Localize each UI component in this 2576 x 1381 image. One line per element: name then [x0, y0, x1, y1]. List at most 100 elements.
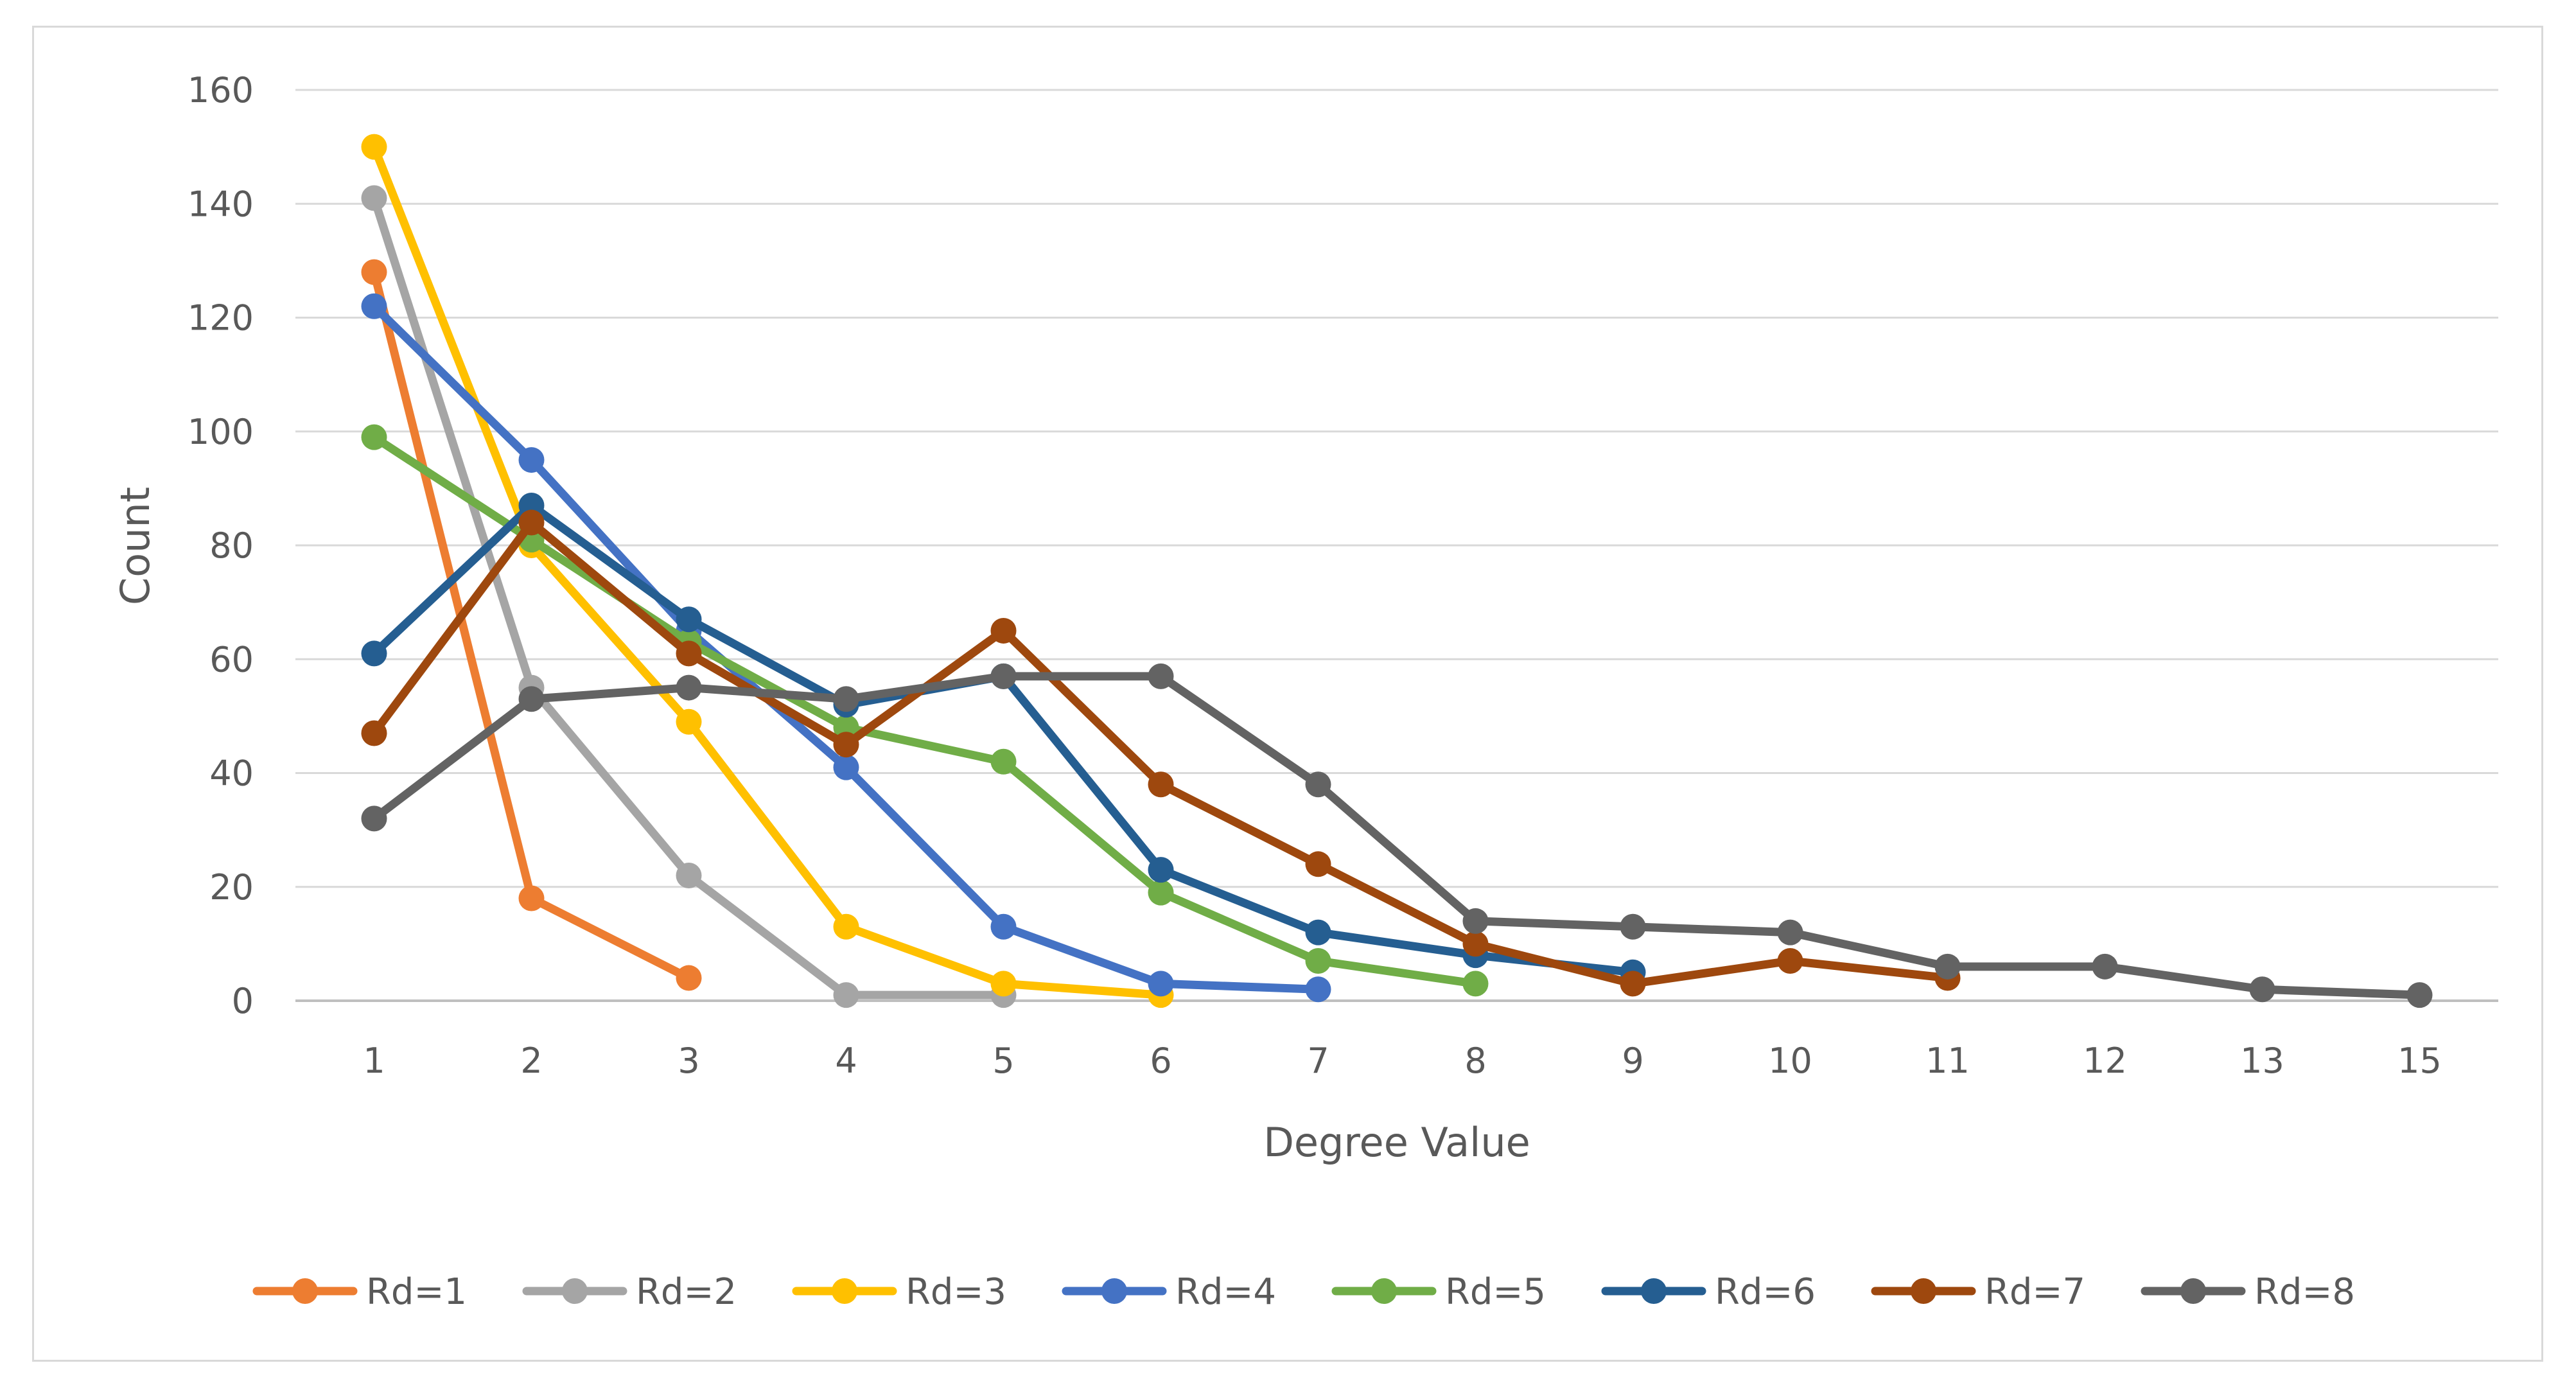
data-point	[2249, 976, 2275, 1003]
legend: Rd=1 Rd=2 Rd=3 Rd=4 Rd=5 Rd=6 Rd=7 Rd=8	[252, 1271, 2355, 1313]
series-rd-4	[361, 293, 1331, 1003]
legend-label: Rd=4	[1175, 1271, 1276, 1313]
data-point	[361, 134, 387, 160]
legend-label: Rd=3	[906, 1271, 1006, 1313]
data-point	[518, 447, 545, 473]
legend-swatch-marker	[832, 1278, 857, 1304]
data-point	[990, 971, 1017, 997]
data-point	[361, 185, 387, 211]
data-point	[1305, 919, 1331, 946]
data-point	[361, 805, 387, 832]
legend-swatch-marker	[562, 1278, 588, 1304]
x-tick-label: 4	[835, 1041, 857, 1081]
series-line	[370, 268, 693, 983]
x-tick-label: 2	[520, 1041, 542, 1081]
legend-swatch-marker	[292, 1278, 318, 1304]
x-axis-title: Degree Value	[1263, 1119, 1530, 1166]
x-tick-label: 1	[363, 1041, 385, 1081]
data-point	[833, 913, 859, 940]
series-rd-3	[361, 134, 1174, 1008]
data-point	[1148, 771, 1174, 798]
data-point	[676, 708, 702, 735]
y-tick-label: 140	[188, 184, 254, 224]
data-point	[990, 748, 1017, 775]
data-point	[1305, 851, 1331, 877]
x-tick-label: 13	[2240, 1041, 2284, 1081]
x-tick-label: 6	[1150, 1041, 1171, 1081]
data-point	[1305, 976, 1331, 1003]
y-tick-label: 120	[188, 298, 254, 339]
x-tick-label: 9	[1622, 1041, 1643, 1081]
x-tick-label: 7	[1307, 1041, 1329, 1081]
data-point	[361, 424, 387, 450]
legend-item: Rd=3	[792, 1271, 1006, 1313]
x-axis-ticks: 1 2 3 4 5 6 7 8 9 10 11 12 13 15	[363, 1041, 2442, 1081]
data-point	[1620, 913, 1646, 940]
series-line	[370, 672, 2424, 999]
legend-label: Rd=8	[2254, 1271, 2355, 1313]
legend-item: Rd=8	[2141, 1271, 2355, 1313]
legend-swatch-marker	[1911, 1278, 1936, 1304]
data-point	[518, 885, 545, 911]
y-tick-label: 100	[188, 412, 254, 452]
data-point	[833, 686, 859, 712]
data-point	[833, 754, 859, 780]
data-point	[1305, 947, 1331, 974]
series-line	[370, 518, 1952, 988]
gridlines	[295, 89, 2498, 1002]
x-tick-label: 3	[678, 1041, 699, 1081]
data-point	[676, 640, 702, 667]
series-rd-7	[361, 509, 1961, 997]
data-point	[361, 293, 387, 319]
data-point	[1148, 857, 1174, 883]
legend-item: Rd=1	[252, 1271, 467, 1313]
legend-label: Rd=2	[636, 1271, 737, 1313]
data-point	[833, 732, 859, 758]
legend-label: Rd=1	[366, 1271, 467, 1313]
data-point	[1305, 771, 1331, 798]
x-tick-label: 15	[2397, 1041, 2442, 1081]
data-point	[676, 606, 702, 633]
data-point	[2092, 953, 2118, 980]
data-point	[676, 965, 702, 991]
series-rd-8	[361, 663, 2433, 1008]
y-tick-label: 40	[209, 753, 254, 794]
data-point	[676, 863, 702, 889]
data-point	[1620, 971, 1646, 997]
legend-item: Rd=6	[1601, 1271, 1816, 1313]
series-line	[370, 143, 1165, 999]
y-tick-label: 160	[188, 70, 254, 110]
data-point	[361, 640, 387, 667]
series-rd-1	[361, 259, 702, 991]
x-tick-label: 11	[1925, 1041, 1970, 1081]
legend-item: Rd=4	[1062, 1271, 1276, 1313]
data-point	[518, 509, 545, 536]
data-point	[990, 663, 1017, 689]
legend-label: Rd=5	[1445, 1271, 1546, 1313]
data-point	[990, 913, 1017, 940]
legend-swatch-marker	[1101, 1278, 1127, 1304]
y-axis-title: Count	[112, 487, 159, 605]
data-point	[1148, 663, 1174, 689]
legend-label: Rd=7	[1985, 1271, 2085, 1313]
data-point	[990, 617, 1017, 644]
legend-swatch-marker	[1371, 1278, 1397, 1304]
legend-swatch-marker	[1641, 1278, 1667, 1304]
data-point	[2406, 982, 2433, 1008]
series-lines	[361, 134, 2433, 1008]
y-tick-label: 20	[209, 867, 254, 908]
y-tick-label: 60	[209, 639, 254, 680]
chart-frame	[32, 26, 2543, 1362]
legend-label: Rd=6	[1715, 1271, 1816, 1313]
data-point	[1777, 919, 1803, 946]
legend-item: Rd=2	[522, 1271, 737, 1313]
data-point	[1148, 879, 1174, 906]
data-point	[1462, 908, 1489, 934]
x-tick-label: 8	[1464, 1041, 1486, 1081]
legend-swatch-marker	[2180, 1278, 2206, 1304]
data-point	[1148, 971, 1174, 997]
data-point	[361, 720, 387, 746]
data-point	[518, 686, 545, 712]
data-point	[676, 674, 702, 701]
